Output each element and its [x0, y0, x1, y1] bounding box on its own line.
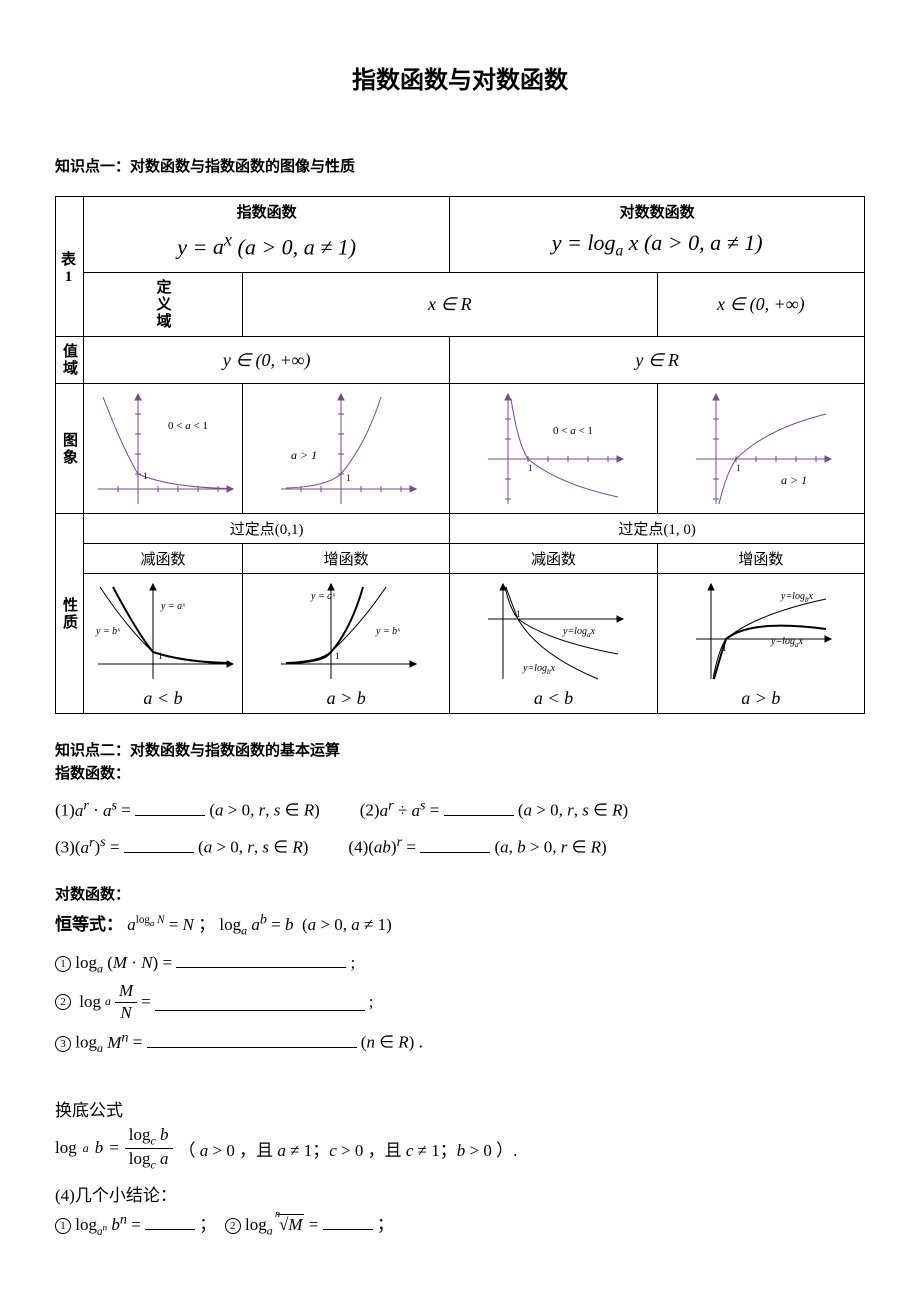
svg-text:1: 1	[143, 471, 148, 481]
svg-text:1: 1	[516, 609, 521, 619]
row-label-graph: 图象	[56, 384, 84, 514]
log-subheading: 对数函数：	[55, 883, 865, 904]
conclusions: 1 logan bn = ； 2 loga n√M = ；	[55, 1210, 865, 1238]
exp-rule-3: (3)(ar)s = (a > 0, r, s ∈ R)	[55, 828, 308, 865]
svg-text:1: 1	[528, 463, 533, 473]
log-rule-1: 1 loga (M · N) = ;	[55, 946, 865, 981]
exp-subheading: 指数函数：	[55, 762, 865, 783]
svg-text:a > 1: a > 1	[781, 473, 807, 487]
svg-text:1: 1	[736, 463, 741, 473]
svg-text:y = aˣ: y = aˣ	[160, 601, 186, 612]
log-graph-inc: 1 a > 1	[657, 384, 864, 514]
log-header-cell: 对数数函数 y = loga x (a > 0, a ≠ 1)	[450, 197, 865, 273]
conclusions-label: (4)几个小结论：	[55, 1181, 865, 1206]
exp-rules: (1)ar · as = (a > 0, r, s ∈ R) (2)ar ÷ a…	[55, 791, 865, 864]
exp-inc-label: 增函数	[243, 544, 450, 574]
log-cmp-dec: 1 y=logax y=logbx a < b	[450, 574, 657, 714]
svg-text:y=logax: y=logax	[562, 626, 595, 639]
svg-text:y=logbx: y=logbx	[522, 663, 555, 676]
exp-cmp-inc: 1 y = aˣ y = bˣ a > b	[243, 574, 450, 714]
svg-text:y=logbx: y=logbx	[780, 591, 813, 604]
exp-formula: y = ax (a > 0, a ≠ 1)	[88, 226, 445, 268]
log-formula: y = loga x (a > 0, a ≠ 1)	[454, 226, 860, 268]
svg-text:y = bˣ: y = bˣ	[95, 626, 121, 637]
row-label-range: 值域	[56, 337, 84, 384]
log-identity: 恒等式： aloga N = N ； loga ab = b (a > 0, a…	[55, 910, 865, 938]
row-label-domain: 定义域	[84, 273, 243, 337]
exp-header: 指数函数	[88, 201, 445, 226]
exp-rule-1: (1)ar · as = (a > 0, r, s ∈ R)	[55, 791, 320, 828]
row-label-table1: 表1	[56, 197, 84, 337]
svg-text:1: 1	[335, 651, 340, 661]
exp-dec-label: 减函数	[84, 544, 243, 574]
log-cmp-inc: 1 y=logbx y=logax a > b	[657, 574, 864, 714]
change-base-formula: loga b = logc b logc a （ a > 0 ，且 a ≠ 1；…	[55, 1125, 865, 1171]
svg-text:0 < a < 1: 0 < a < 1	[168, 420, 208, 432]
exp-cmp-dec-caption: a < b	[88, 684, 238, 709]
log-rule-2: 2 loga MN = ;	[55, 981, 865, 1023]
exp-rule-4: (4)(ab)r = (a, b > 0, r ∈ R)	[348, 828, 606, 865]
change-base-label: 换底公式	[55, 1096, 865, 1121]
exp-rule-2: (2)ar ÷ as = (a > 0, r, s ∈ R)	[360, 791, 628, 828]
log-rule-3: 3 loga Mn = (n ∈ R) .	[55, 1023, 865, 1061]
exp-header-cell: 指数函数 y = ax (a > 0, a ≠ 1)	[84, 197, 450, 273]
exp-graph-inc: 1 a > 1	[243, 384, 450, 514]
kp2-heading: 知识点二：对数函数与指数函数的基本运算	[55, 739, 865, 760]
properties-table: 表1 指数函数 y = ax (a > 0, a ≠ 1) 对数数函数 y = …	[55, 196, 865, 714]
svg-text:y = aˣ: y = aˣ	[310, 591, 336, 602]
svg-text:0 < a < 1: 0 < a < 1	[553, 425, 593, 437]
log-range: y ∈ R	[450, 337, 865, 384]
row-label-prop: 性质	[56, 514, 84, 714]
svg-text:y = bˣ: y = bˣ	[375, 626, 401, 637]
kp1-heading: 知识点一：对数函数与指数函数的图像与性质	[55, 155, 865, 176]
exp-cmp-dec: 1 y = aˣ y = bˣ a < b	[84, 574, 243, 714]
svg-text:1: 1	[158, 651, 163, 661]
log-cmp-dec-caption: a < b	[454, 684, 652, 709]
log-header: 对数数函数	[454, 201, 860, 226]
exp-graph-dec: 1 0 < a < 1	[84, 384, 243, 514]
exp-fixed-point: 过定点(0,1)	[84, 514, 450, 544]
exp-cmp-inc-caption: a > b	[247, 684, 445, 709]
log-dec-label: 减函数	[450, 544, 657, 574]
log-domain: x ∈ (0, +∞)	[657, 273, 864, 337]
svg-text:1: 1	[722, 643, 727, 653]
svg-text:a > 1: a > 1	[291, 448, 317, 462]
exp-domain: x ∈ R	[243, 273, 658, 337]
log-inc-label: 增函数	[657, 544, 864, 574]
exp-range: y ∈ (0, +∞)	[84, 337, 450, 384]
page-title: 指数函数与对数函数	[55, 60, 865, 95]
log-rules: 1 loga (M · N) = ; 2 loga MN = ; 3 loga …	[55, 946, 865, 1061]
log-cmp-inc-caption: a > b	[662, 684, 860, 709]
svg-text:1: 1	[346, 473, 351, 483]
svg-text:y=logax: y=logax	[770, 636, 803, 649]
log-fixed-point: 过定点(1, 0)	[450, 514, 865, 544]
log-graph-dec: 1 0 < a < 1	[450, 384, 657, 514]
